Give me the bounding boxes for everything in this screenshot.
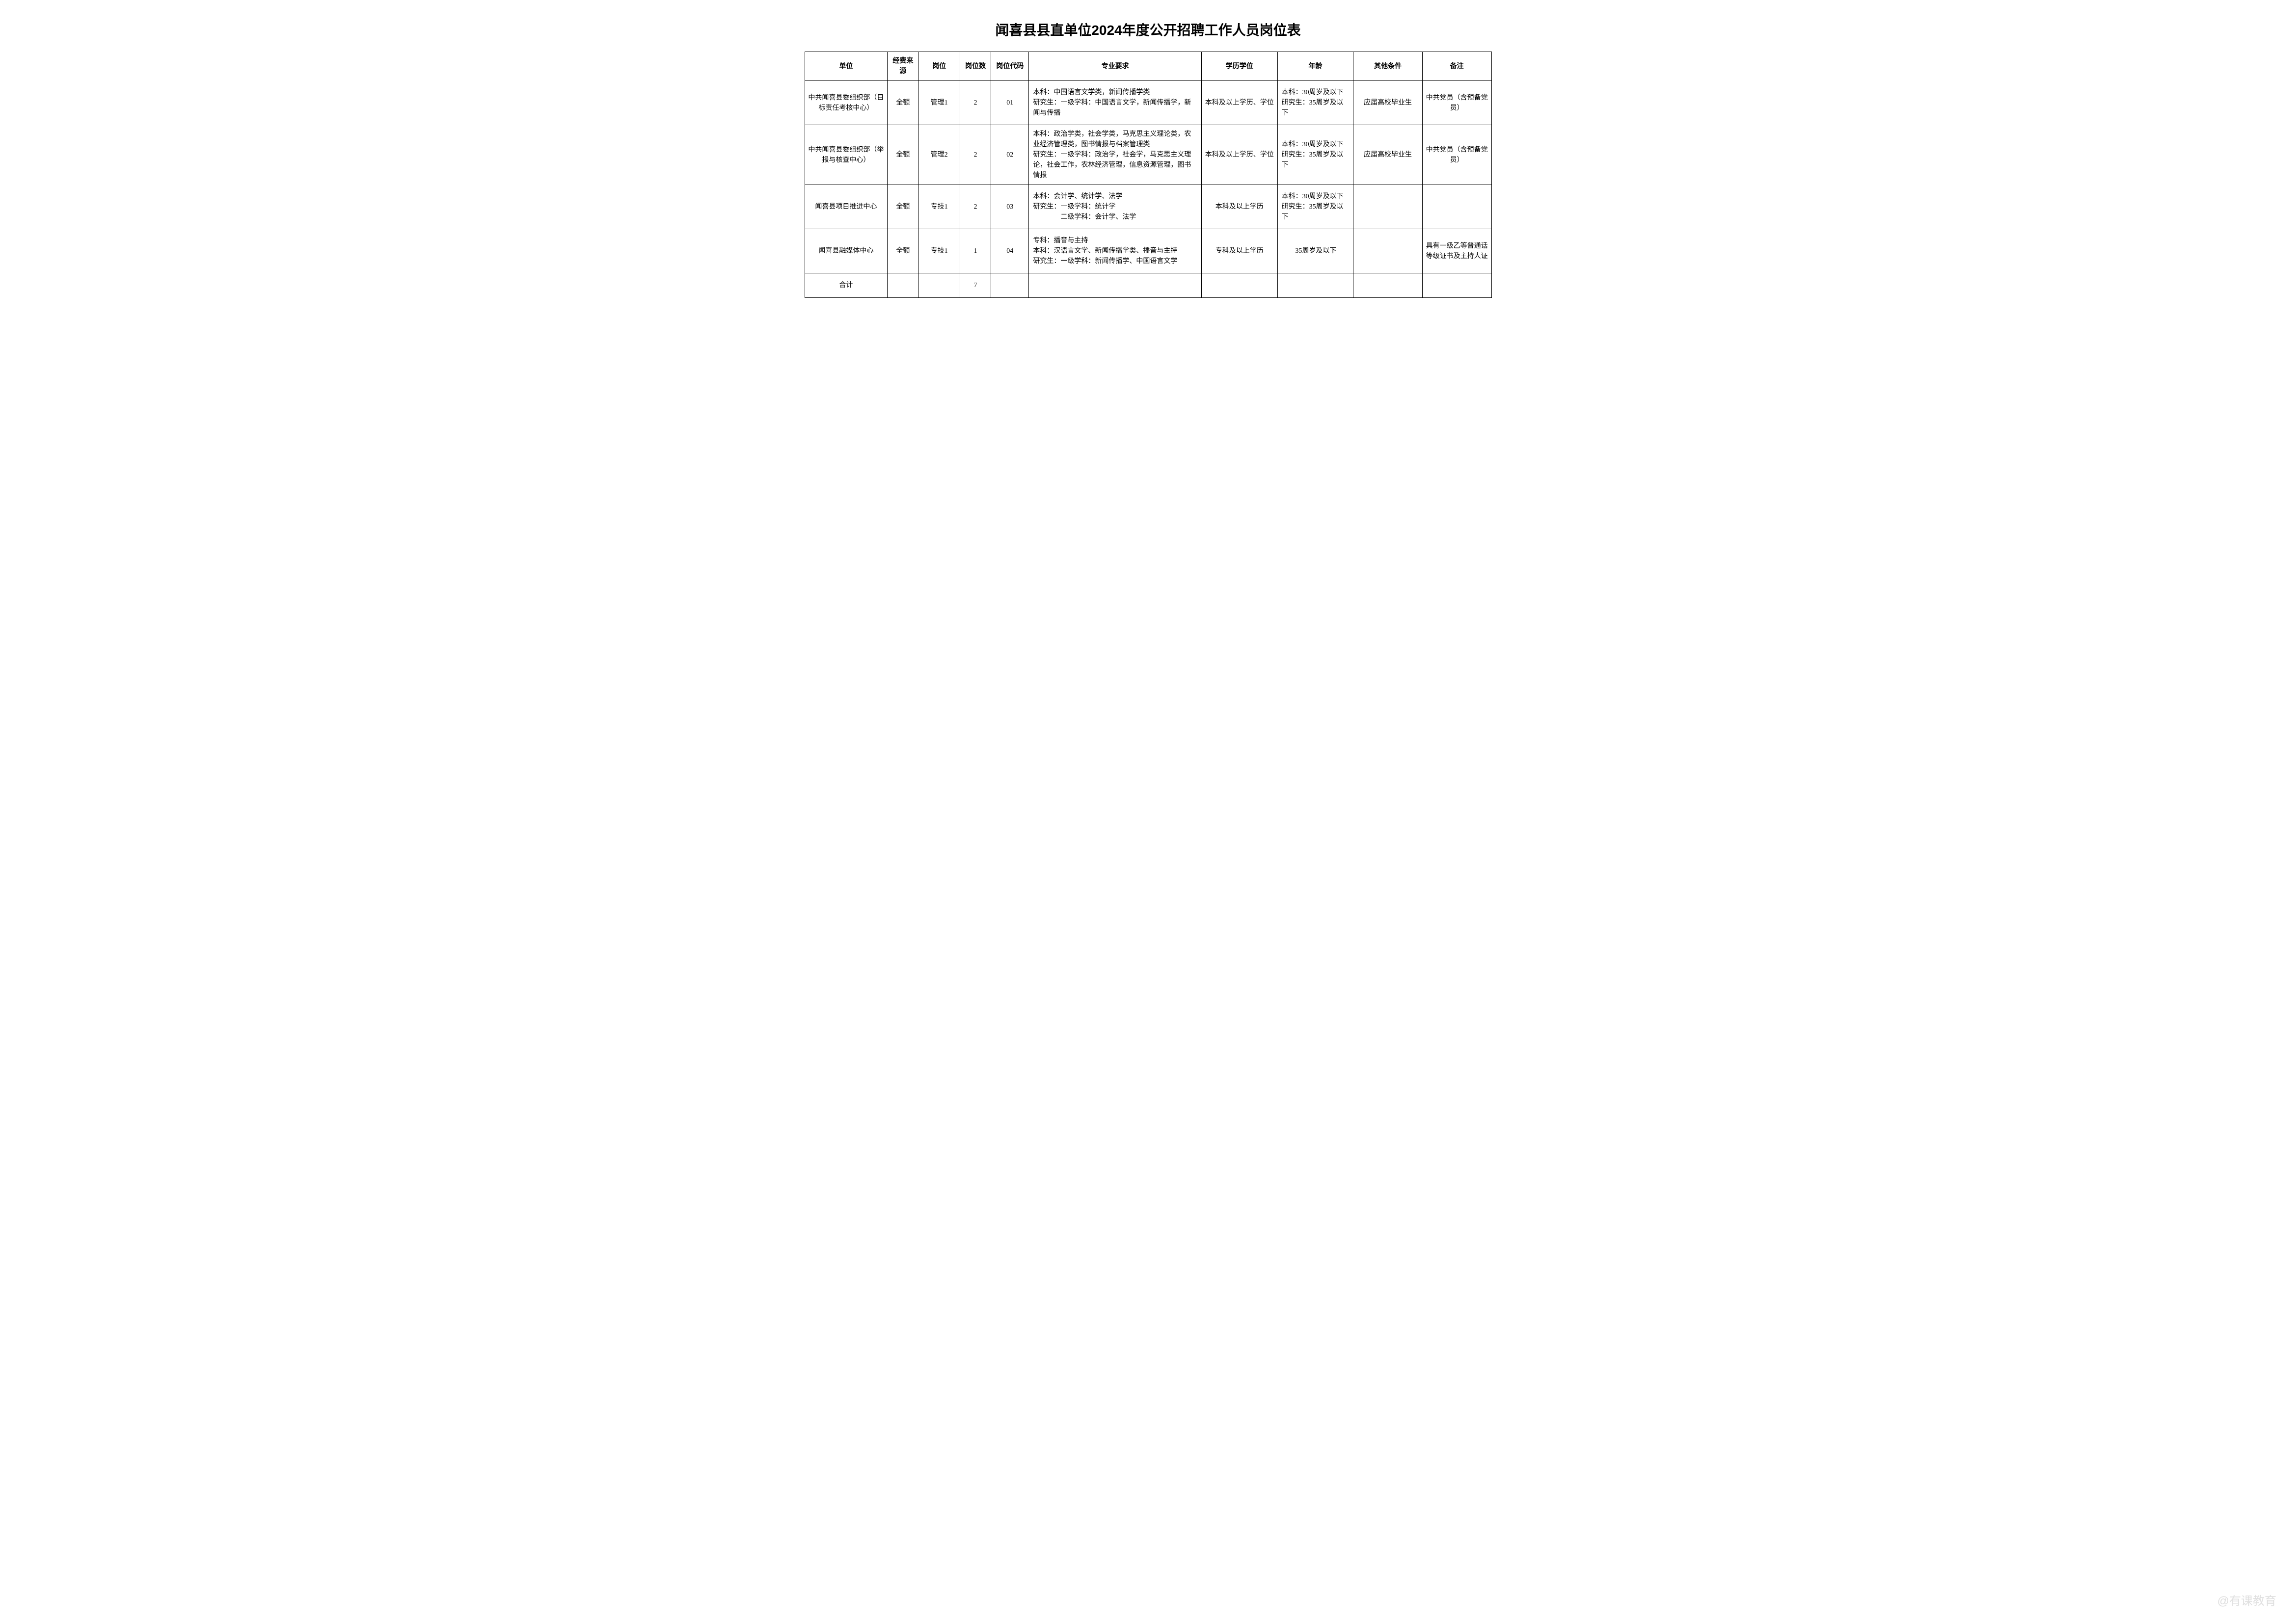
cell-remark: 中共党员（含预备党员） [1422, 81, 1491, 125]
table-row: 闻喜县融媒体中心全额专技1104专科：播音与主持本科：汉语言文学、新闻传播学类、… [805, 229, 1491, 273]
cell-education: 本科及以上学历 [1201, 185, 1277, 229]
cell-other [1353, 185, 1423, 229]
cell-age: 本科：30周岁及以下研究生：35周岁及以下 [1277, 125, 1353, 185]
cell-unit: 闻喜县项目推进中心 [805, 185, 888, 229]
table-row: 闻喜县项目推进中心全额专技1203本科：会计学、统计学、法学研究生：一级学科：统… [805, 185, 1491, 229]
cell-remark: 中共党员（含预备党员） [1422, 125, 1491, 185]
total-cell [991, 273, 1029, 298]
header-funding: 经费来源 [888, 52, 918, 81]
header-code: 岗位代码 [991, 52, 1029, 81]
cell-age: 本科：30周岁及以下研究生：35周岁及以下 [1277, 81, 1353, 125]
total-cell [1422, 273, 1491, 298]
table-row: 中共闻喜县委组织部（目标责任考核中心）全额管理1201本科：中国语言文学类，新闻… [805, 81, 1491, 125]
cell-remark: 具有一级乙等普通话等级证书及主持人证 [1422, 229, 1491, 273]
header-unit: 单位 [805, 52, 888, 81]
cell-position: 专技1 [918, 185, 960, 229]
cell-education: 本科及以上学历、学位 [1201, 81, 1277, 125]
cell-unit: 中共闻喜县委组织部（目标责任考核中心） [805, 81, 888, 125]
cell-code: 04 [991, 229, 1029, 273]
header-age: 年龄 [1277, 52, 1353, 81]
cell-position: 管理2 [918, 125, 960, 185]
cell-funding: 全额 [888, 81, 918, 125]
cell-age: 本科：30周岁及以下研究生：35周岁及以下 [1277, 185, 1353, 229]
header-other: 其他条件 [1353, 52, 1423, 81]
header-count: 岗位数 [960, 52, 991, 81]
cell-count: 2 [960, 125, 991, 185]
total-cell [1277, 273, 1353, 298]
cell-unit: 闻喜县融媒体中心 [805, 229, 888, 273]
total-cell [888, 273, 918, 298]
total-cell: 合计 [805, 273, 888, 298]
cell-count: 2 [960, 81, 991, 125]
total-cell [1029, 273, 1202, 298]
header-major: 专业要求 [1029, 52, 1202, 81]
table-row: 中共闻喜县委组织部（举报与核查中心）全额管理2202本科：政治学类，社会学类，马… [805, 125, 1491, 185]
total-cell [1353, 273, 1423, 298]
cell-major: 本科：会计学、统计学、法学研究生：一级学科：统计学 二级学科：会计学、法学 [1029, 185, 1202, 229]
header-remark: 备注 [1422, 52, 1491, 81]
total-cell: 7 [960, 273, 991, 298]
cell-code: 02 [991, 125, 1029, 185]
table-total-row: 合计 7 [805, 273, 1491, 298]
header-position: 岗位 [918, 52, 960, 81]
cell-count: 2 [960, 185, 991, 229]
page-container: 闻喜县县直单位2024年度公开招聘工作人员岗位表 单位 经费来源 岗位 岗位数 … [805, 20, 1492, 298]
cell-funding: 全额 [888, 229, 918, 273]
cell-education: 本科及以上学历、学位 [1201, 125, 1277, 185]
cell-education: 专科及以上学历 [1201, 229, 1277, 273]
cell-other: 应届高校毕业生 [1353, 125, 1423, 185]
cell-count: 1 [960, 229, 991, 273]
cell-other [1353, 229, 1423, 273]
cell-other: 应届高校毕业生 [1353, 81, 1423, 125]
cell-unit: 中共闻喜县委组织部（举报与核查中心） [805, 125, 888, 185]
page-title: 闻喜县县直单位2024年度公开招聘工作人员岗位表 [805, 20, 1492, 39]
cell-major: 专科：播音与主持本科：汉语言文学、新闻传播学类、播音与主持研究生：一级学科：新闻… [1029, 229, 1202, 273]
watermark: @有课教育 [2217, 1591, 2276, 1608]
total-cell [1201, 273, 1277, 298]
cell-age: 35周岁及以下 [1277, 229, 1353, 273]
cell-funding: 全额 [888, 185, 918, 229]
total-cell [918, 273, 960, 298]
table-header-row: 单位 经费来源 岗位 岗位数 岗位代码 专业要求 学历学位 年龄 其他条件 备注 [805, 52, 1491, 81]
cell-position: 管理1 [918, 81, 960, 125]
cell-code: 03 [991, 185, 1029, 229]
cell-major: 本科：中国语言文学类，新闻传播学类研究生：一级学科：中国语言文学，新闻传播学，新… [1029, 81, 1202, 125]
cell-remark [1422, 185, 1491, 229]
header-education: 学历学位 [1201, 52, 1277, 81]
cell-major: 本科：政治学类，社会学类，马克思主义理论类，农业经济管理类，图书情报与档案管理类… [1029, 125, 1202, 185]
recruitment-table: 单位 经费来源 岗位 岗位数 岗位代码 专业要求 学历学位 年龄 其他条件 备注… [805, 52, 1492, 298]
cell-code: 01 [991, 81, 1029, 125]
cell-funding: 全额 [888, 125, 918, 185]
cell-position: 专技1 [918, 229, 960, 273]
